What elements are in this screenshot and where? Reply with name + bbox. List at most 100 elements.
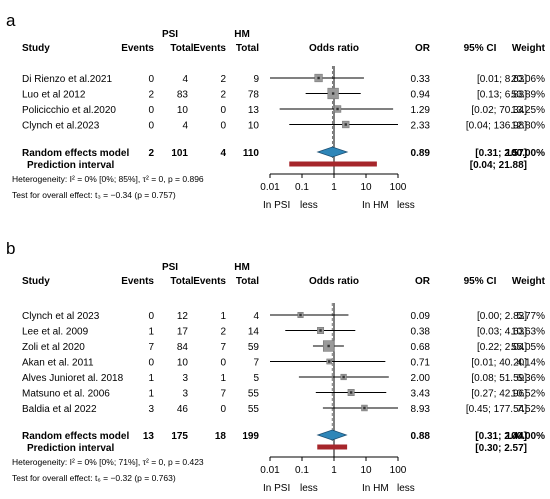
group-header-hm: HM: [234, 262, 250, 273]
study-effect-point: [349, 391, 353, 394]
summary-events-hm: 4: [220, 148, 226, 159]
x-axis-tick-label: 0.1: [295, 182, 309, 193]
events-hm: 0: [220, 404, 226, 415]
weight-value: 10.63%: [511, 327, 545, 338]
summary-diamond: [316, 429, 348, 441]
ci-value: [0.22; 2.04]: [477, 342, 527, 353]
summary-odds-ratio: 0.88: [411, 431, 431, 442]
summary-label: Random effects model: [22, 431, 129, 442]
column-header-weight: Weight: [512, 43, 546, 54]
summary-events-hm: 18: [215, 431, 227, 442]
events-psi: 0: [148, 105, 154, 116]
events-hm: 0: [220, 121, 226, 132]
ci-value: [0.45; 177.54]: [466, 404, 527, 415]
summary-total-psi: 175: [171, 431, 188, 442]
total-hm: 9: [253, 74, 259, 85]
summary-total-psi: 101: [171, 148, 188, 159]
study-effect-point: [328, 360, 331, 363]
study-name: Lee et al. 2009: [22, 327, 89, 338]
summary-events-psi: 2: [148, 148, 154, 159]
events-psi: 0: [148, 311, 154, 322]
events-psi: 1: [148, 327, 154, 338]
ci-value: [0.04; 136.98]: [466, 121, 527, 132]
total-psi: 17: [177, 327, 189, 338]
summary-diamond: [316, 146, 349, 158]
total-hm: 13: [248, 105, 260, 116]
weight-value: 6.36%: [517, 373, 545, 384]
events-hm: 1: [220, 311, 226, 322]
column-header-ci: 95% CI: [464, 43, 497, 54]
column-header-total: Total: [170, 276, 193, 287]
axis-right-word: less: [397, 200, 415, 211]
odds-ratio-value: 1.29: [411, 105, 431, 116]
prediction-interval-bar: [289, 161, 377, 167]
prediction-label: Prediction interval: [27, 443, 114, 454]
total-psi: 3: [182, 389, 188, 400]
odds-ratio-value: 0.33: [411, 74, 431, 85]
total-psi: 4: [182, 74, 188, 85]
axis-left-word: less: [300, 483, 318, 494]
weight-value: 53.89%: [511, 90, 545, 101]
heterogeneity-text: Heterogeneity: I² = 0% [0%; 85%], τ² = 0…: [12, 174, 204, 184]
x-axis-tick-label: 100: [390, 182, 407, 193]
panel-label: b: [6, 239, 15, 258]
summary-ci: [0.31; 2.44]: [475, 431, 527, 442]
events-hm: 7: [220, 389, 226, 400]
weight-value: 12.80%: [511, 121, 545, 132]
group-header-psi: PSI: [162, 262, 178, 273]
x-axis-tick-label: 100: [390, 465, 407, 476]
study-name: Clynch et al 2023: [22, 311, 100, 322]
summary-events-psi: 13: [143, 431, 155, 442]
axis-right-label: In HM: [362, 483, 389, 494]
weight-value: 4.14%: [517, 358, 545, 369]
odds-ratio-value: 0.38: [411, 327, 431, 338]
total-hm: 14: [248, 327, 260, 338]
column-header-odds-ratio: Odds ratio: [309, 276, 359, 287]
axis-left-word: less: [300, 200, 318, 211]
events-hm: 0: [220, 105, 226, 116]
weight-value: 20.06%: [511, 74, 545, 85]
events-hm: 0: [220, 358, 226, 369]
prediction-ci: [0.04; 21.88]: [470, 160, 527, 171]
study-effect-point: [317, 76, 320, 80]
study-effect-point: [299, 313, 302, 317]
column-header-total: Total: [236, 43, 259, 54]
group-header-psi: PSI: [162, 29, 178, 40]
odds-ratio-value: 8.93: [411, 404, 431, 415]
prediction-interval-bar: [317, 444, 348, 450]
events-psi: 3: [148, 404, 154, 415]
events-hm: 1: [220, 373, 226, 384]
x-axis-tick-label: 10: [360, 465, 372, 476]
x-axis-tick-label: 0.01: [260, 182, 280, 193]
odds-ratio-value: 0.71: [411, 358, 431, 369]
overall-effect-text: Test for overall effect: t₃ = −0.34 (p =…: [12, 190, 176, 200]
study-name: Matsuno et al. 2006: [22, 389, 110, 400]
weight-value: 13.25%: [511, 105, 545, 116]
study-name: Di Rienzo et al.2021: [22, 74, 112, 85]
x-axis-tick-label: 1: [331, 465, 337, 476]
total-psi: 84: [177, 342, 189, 353]
column-header-ci: 95% CI: [464, 276, 497, 287]
weight-value: 7.52%: [517, 404, 545, 415]
column-header-weight: Weight: [512, 276, 546, 287]
events-psi: 0: [148, 358, 154, 369]
prediction-label: Prediction interval: [27, 160, 114, 171]
weight-value: 55.05%: [511, 342, 545, 353]
odds-ratio-value: 0.09: [411, 311, 431, 322]
summary-odds-ratio: 0.89: [411, 148, 431, 159]
events-hm: 7: [220, 342, 226, 353]
x-axis-tick-label: 0.1: [295, 465, 309, 476]
column-header-events: Events: [193, 43, 226, 54]
study-name: Policicchio et al.2020: [22, 105, 116, 116]
ci-value: [0.00; 2.83]: [477, 311, 527, 322]
ci-value: [0.13; 6.83]: [477, 90, 527, 101]
weight-value: 5.77%: [517, 311, 545, 322]
ci-value: [0.03; 4.63]: [477, 327, 527, 338]
study-effect-point: [331, 92, 335, 95]
odds-ratio-value: 2.33: [411, 121, 431, 132]
study-name: Alves Junioret al. 2018: [22, 373, 124, 384]
column-header-or: OR: [415, 43, 431, 54]
group-header-hm: HM: [234, 29, 250, 40]
events-hm: 2: [220, 90, 226, 101]
column-header-events: Events: [121, 43, 154, 54]
